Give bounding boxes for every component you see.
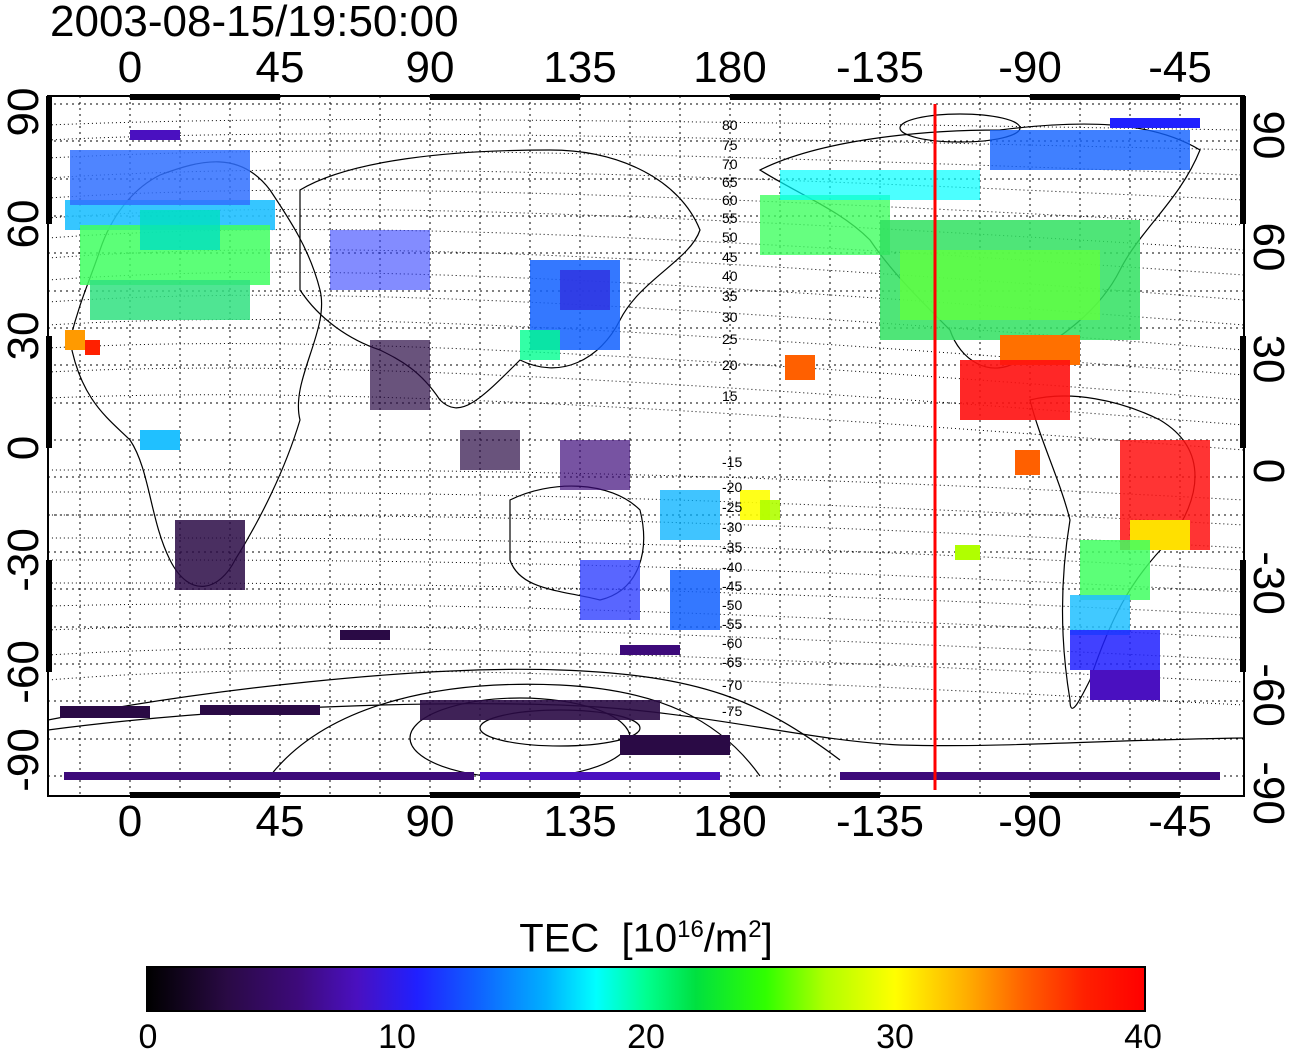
- tec-world-map: 80 75 70 65 60 55 50 45 40 35 30 25 20 1…: [46, 94, 1246, 798]
- lon-tick-bottom: -90: [998, 797, 1062, 846]
- lon-tick-top: 45: [255, 43, 305, 92]
- lon-tick-top: -135: [835, 43, 925, 92]
- contour-label: -45: [722, 578, 742, 594]
- contour-label: -35: [722, 539, 742, 555]
- colorbar-tick-label: 0: [138, 1018, 158, 1056]
- contour-labels: 80 75 70 65 60 55 50 45 40 35 30 25 20 1…: [722, 117, 742, 719]
- contour-label: -50: [722, 597, 742, 613]
- contour-label: -65: [722, 654, 742, 670]
- contour-label: -70: [722, 677, 742, 693]
- tec-data-cells: [60, 118, 1220, 780]
- lon-tick-top: 90: [405, 43, 455, 92]
- contour-label: 25: [722, 331, 738, 347]
- contour-label: -25: [722, 499, 742, 515]
- lon-tick-bottom: 90: [405, 797, 455, 846]
- contour-label: -75: [722, 703, 742, 719]
- contour-label: 70: [722, 156, 738, 172]
- contour-label: 75: [722, 137, 738, 153]
- contour-label: 80: [722, 117, 738, 133]
- contour-label: 50: [722, 229, 738, 245]
- colorbar-title: TEC [1016/m2]: [519, 916, 773, 961]
- lon-tick-top: -45: [1148, 43, 1212, 92]
- lon-tick-bottom: 180: [693, 797, 767, 846]
- frame-tick-bars: [46, 94, 1246, 798]
- tec-colorbar: [146, 966, 1146, 1012]
- contour-label: -20: [722, 479, 742, 495]
- contour-label: -30: [722, 519, 742, 535]
- contour-label: 45: [722, 249, 738, 265]
- lon-tick-top: 0: [117, 43, 143, 92]
- lon-tick-top: -90: [998, 43, 1062, 92]
- contour-label: 35: [722, 288, 738, 304]
- contour-label: -60: [722, 635, 742, 651]
- lon-tick-bottom: -45: [1148, 797, 1212, 846]
- contour-label: 55: [722, 210, 738, 226]
- contour-label: 20: [722, 357, 738, 373]
- contour-label: 65: [722, 174, 738, 190]
- colorbar-tick-label: 40: [1124, 1018, 1162, 1056]
- lon-tick-top: 180: [693, 43, 767, 92]
- lon-tick-top: 135: [543, 43, 617, 92]
- contour-label: 15: [722, 388, 738, 404]
- colorbar-tick-label: 30: [876, 1018, 914, 1056]
- lon-tick-bottom: 45: [255, 797, 305, 846]
- contour-label: 40: [722, 268, 738, 284]
- map-title: 2003-08-15/19:50:00: [50, 0, 459, 46]
- lon-tick-bottom: 0: [117, 797, 143, 846]
- contour-label: -15: [722, 454, 742, 470]
- lon-tick-bottom: 135: [543, 797, 617, 846]
- lon-tick-bottom: -135: [835, 797, 925, 846]
- contour-label: 60: [722, 192, 738, 208]
- colorbar-tick-label: 10: [378, 1018, 416, 1056]
- contour-label: 30: [722, 309, 738, 325]
- contour-label: -55: [722, 616, 742, 632]
- colorbar-tick-label: 20: [627, 1018, 665, 1056]
- contour-label: -40: [722, 559, 742, 575]
